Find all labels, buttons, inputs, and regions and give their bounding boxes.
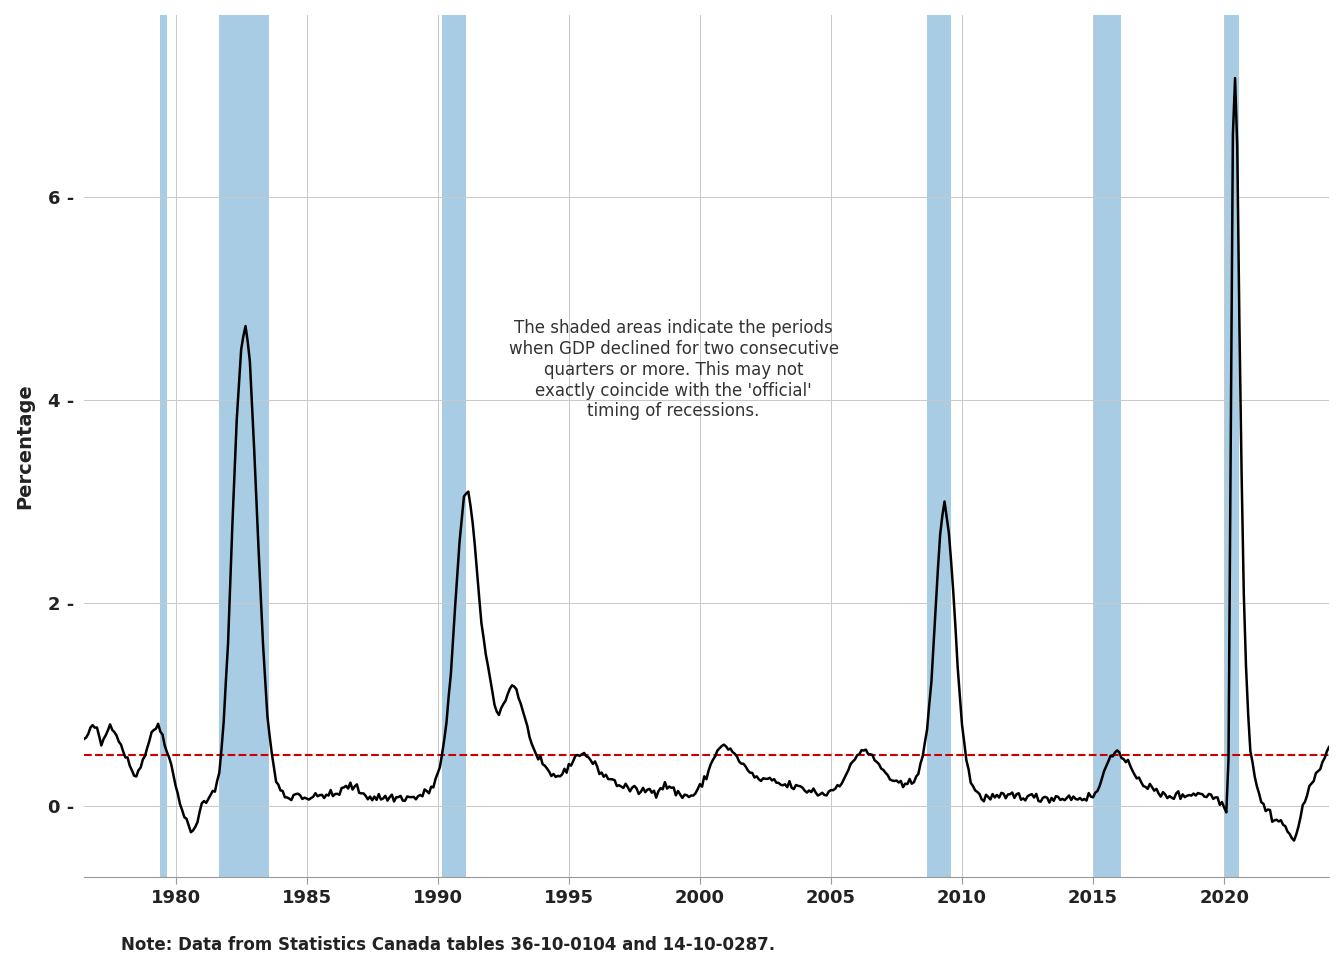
Bar (219, 15, 269, 876)
Bar (1224, 15, 1239, 876)
Text: The shaded areas indicate the periods
when GDP declined for two consecutive
quar: The shaded areas indicate the periods wh… (508, 319, 839, 420)
Text: Note: Data from Statistics Canada tables 36-10-0104 and 14-10-0287.: Note: Data from Statistics Canada tables… (121, 936, 775, 954)
Bar (442, 15, 466, 876)
Y-axis label: Percentage: Percentage (15, 383, 34, 509)
Bar (160, 15, 167, 876)
Bar (927, 15, 952, 876)
Bar (1093, 15, 1121, 876)
